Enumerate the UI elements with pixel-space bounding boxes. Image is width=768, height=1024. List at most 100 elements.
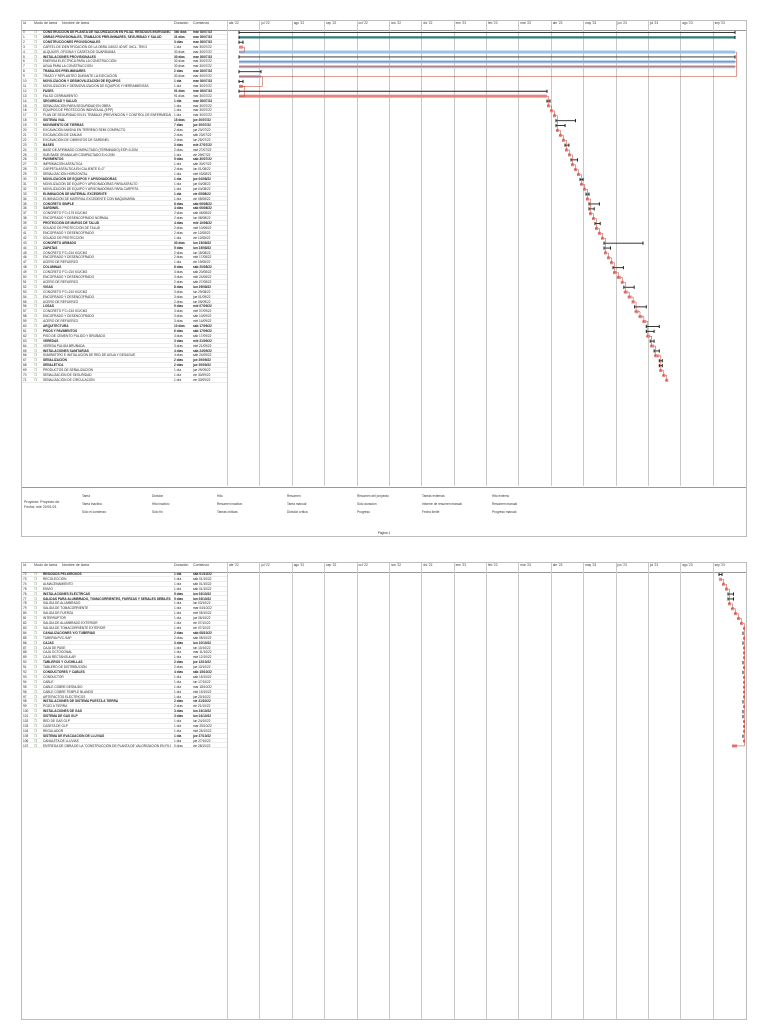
task-row[interactable]: 56 ❐ LOSAS 9 días mié 07/09/22 (22, 304, 227, 310)
task-row[interactable]: 24 ❐ BASE DE AFIRMADO COMPACTADO (TERMINAD… (22, 148, 227, 153)
task-row[interactable]: 14 ❐ SEGURIDAD Y SALUD 1 día mar 30/07/22 (22, 99, 227, 104)
task-row[interactable]: 66 ❐ SUMINISTRO E INSTALACIÓN DE RED DE AG… (22, 353, 227, 359)
header-mode[interactable]: Modo de tarea (34, 21, 58, 25)
task-row[interactable]: 95 ❐ CABLE COBRE DESNUDO 1 día mar 18/10/22 (22, 685, 227, 690)
task-row[interactable]: 32 ❐ MOVILIZACIÓN DE EQUIPO Y APISONADORAS… (22, 187, 227, 192)
task-row[interactable]: 104 ❐ REGULADOR 1 día mié 26/10/22 (22, 729, 227, 734)
task-row[interactable]: 80 ❐ SALIDA DE FUERZA 1 día mié 05/10/22 (22, 611, 227, 617)
task-row[interactable]: 103 ❐ CASETA DE GLP 1 día mar 25/10/22 (22, 724, 227, 729)
task-row[interactable]: 83 ❐ SALIDA DE TOMACORRIENTE EXTERIOR 1 día… (22, 626, 227, 631)
header-start[interactable]: Comienzo (193, 563, 210, 567)
task-row[interactable]: 59 ❐ ACERO DE REFUERZO 3 días mié 14/09/22 (22, 319, 227, 324)
task-row[interactable]: 93 ❐ CONDUCTOR 1 día sáb 15/10/22 (22, 675, 227, 680)
header-id[interactable]: Id (23, 21, 26, 25)
header-mode[interactable]: Modo de tarea (34, 563, 58, 567)
task-row[interactable]: 106 ❐ CANALETA DE LLUVIAS 1 día jue 27/10/22 (22, 739, 227, 744)
task-row[interactable]: 68 ❐ SEÑALÉTICA 2 días jue 29/09/22 (22, 363, 227, 369)
task-row[interactable]: 78 ❐ SALIDA DE ALUMBRADO 1 día lun 03/10/22 (22, 601, 227, 607)
task-row[interactable]: 64 ❐ VEREDA PULIDA BRUÑADA 3 días mié 21/09/… (22, 344, 227, 349)
header-name[interactable]: Nombre de tarea (62, 563, 89, 567)
task-row[interactable]: 34 ❐ ELIMINACIÓN DE MATERIAL EXCEDENTE CON… (22, 197, 227, 202)
task-row[interactable]: 87 ❐ CAJA DE PASE 1 día lun 10/10/22 (22, 646, 227, 651)
task-row[interactable]: 63 ❐ VEREDAS 3 días mié 21/09/22 (22, 339, 227, 344)
task-row[interactable]: 100 ❐ INSTALACIONES DE GAS 3 días lun 24/10/… (22, 709, 227, 715)
task-row[interactable]: 107 ❐ ENTREGA DE OBRA DE LA "CONSTRUCCIÓN … (22, 744, 227, 749)
task-row[interactable]: 51 ❐ ACERO DE REFUERZO 2 días sáb 27/08/22 (22, 280, 227, 285)
task-row[interactable]: 11 ❐ MOVILIZACIÓN Y DESMOVILIZACIÓN DE EQU… (22, 84, 227, 89)
task-row[interactable]: 97 ❐ ARTEFACTOS ELÉCTRICOS 1 día jue 20/10/2… (22, 695, 227, 700)
task-row[interactable]: 69 ❐ PRODUCTOS DE SEÑALIZACIÓN 1 día jue 29/… (22, 368, 227, 373)
task-row[interactable]: 73 ❐ RECOLECCIÓN 1 día sáb 01/10/22 (22, 577, 227, 582)
task-row[interactable]: 23 ❐ BASES 3 días mié 27/07/22 (22, 143, 227, 148)
task-row[interactable]: 10 ❐ MOVILIZACIÓN Y DESMOVILIZACIÓN DE EQU… (22, 79, 227, 84)
task-row[interactable]: 2 ❐ CONSTRUCCIONES PROVISIONALES 3 días mar … (22, 40, 227, 45)
header-duration[interactable]: Duración (174, 21, 189, 25)
task-row[interactable]: 17 ❐ PLAN DE SEGURIDAD EN EL TRABAJO (PREV… (22, 113, 227, 119)
header-duration[interactable]: Duración (174, 563, 189, 567)
task-row[interactable]: 22 ❐ EXCAVACIÓN DE CIMIENTOS DE SARDINEL 2 … (22, 138, 227, 143)
task-row[interactable]: 61 ❐ PISOS Y PAVIMENTOS 6 días sáb 17/09/22 (22, 329, 227, 334)
task-row[interactable]: 29 ❐ SEÑALIZACIÓN HORIZONTAL 1 día mié 03/08… (22, 172, 227, 177)
task-row[interactable]: 55 ❐ ACERO DE REFUERZO 2 días lun 05/09/22 (22, 300, 227, 305)
task-row[interactable]: 16 ❐ EQUIPOS DE PROTECCIÓN INDIVIDUAL (EPP… (22, 108, 227, 114)
task-row[interactable]: 88 ❐ CAJA OCTOGONAL 1 día mar 11/10/22 (22, 650, 227, 656)
task-row[interactable]: 12 ❐ FASES 91 días mar 30/07/22 (22, 89, 227, 94)
task-row[interactable]: 71 ❐ SEÑALIZACIÓN DE CIRCULACIÓN 1 día vie 3… (22, 378, 227, 383)
task-row[interactable]: 20 ❐ EXCAVACIÓN MASIVA EN TERRENO SEMI COM… (22, 128, 227, 133)
task-row[interactable]: 4 ❐ ALQUILER, OFICINA Y CASETA DE GUARDIAN… (22, 50, 227, 55)
task-row[interactable]: 92 ❐ CONDUCTORES Y CABLES 4 días sáb 15/10/2… (22, 670, 227, 675)
header-start[interactable]: Comienzo (193, 21, 210, 25)
task-row[interactable]: 60 ❐ ARQUITECTURA 10 días sáb 17/09/22 (22, 324, 227, 329)
header-id[interactable]: Id (23, 563, 26, 567)
task-row[interactable]: 53 ❐ CONCRETO F'C=210 KG/CM2 3 días lun 29/0… (22, 290, 227, 295)
task-row[interactable]: 86 ❐ CAJAS 3 días lun 10/10/22 (22, 641, 227, 646)
task-row[interactable]: 5 ❐ INSTALACIONES PROVISIONALES 30 días mar … (22, 55, 227, 60)
task-row[interactable]: 50 ❐ ENCOFRADO Y DESENCOFRADO 3 días mié 24/… (22, 275, 227, 280)
task-row[interactable]: 44 ❐ ZAPATAS 5 días lun 15/08/22 (22, 246, 227, 251)
task-row[interactable]: 21 ❐ EXCAVACIÓN DE ZANJAS 2 días sáb 23/07/2… (22, 133, 227, 138)
task-row[interactable]: 54 ❐ ENCOFRADO Y DESENCOFRADO 3 días jue 01/… (22, 295, 227, 300)
task-row[interactable]: 31 ❐ MOVILIZACIÓN DE EQUIPO Y APISONADORAS… (22, 182, 227, 187)
task-row[interactable]: 65 ❐ INSTALACIONES SANITARIAS 4 días sáb 24/… (22, 349, 227, 354)
task-row[interactable]: 27 ❐ IMPRIMACIÓN ASFÁLTICA 1 día sáb 30/07/2… (22, 162, 227, 168)
task-row[interactable]: 26 ❐ PAVIMENTOS 5 días sáb 30/07/22 (22, 157, 227, 163)
task-row[interactable]: 36 ❐ SARDINEL 4 días sáb 06/08/22 (22, 206, 227, 212)
task-row[interactable]: 41 ❐ ENCOFRADO Y DESENCOFRADO 2 días vie 12/… (22, 231, 227, 236)
task-row[interactable]: 90 ❐ TABLEROS Y CUCHILLAS 2 días jue 13/10/2… (22, 660, 227, 666)
task-row[interactable]: 85 ❐ TUBERÍA PVC-SAP 2 días sáb 08/10/22 (22, 636, 227, 641)
task-row[interactable]: 6 ❐ ENERGÍA ELÉCTRICA PARA LA CONSTRUCCIÓN… (22, 59, 227, 65)
task-row[interactable]: 52 ❐ VIGAS 8 días lun 29/08/22 (22, 285, 227, 290)
task-row[interactable]: 70 ❐ SEÑALIZACIÓN DE SEGURIDAD 1 día vie 30/… (22, 373, 227, 378)
task-row[interactable]: 15 ❐ SEÑALIZACIÓN PARA SEGURIDAD EN OBRA 1 … (22, 104, 227, 109)
task-row[interactable]: 58 ❐ ENCOFRADO Y DESENCOFRADO 3 días sáb 10/… (22, 314, 227, 320)
task-row[interactable]: 79 ❐ SALIDA DE TOMACORRIENTE 1 día mar 04/10… (22, 606, 227, 612)
task-row[interactable]: 40 ❐ SOLADO DE PROTECCIÓN DE TALUD 2 días mi… (22, 226, 227, 231)
task-row[interactable]: 39 ❐ PROTECCIÓN DE MUROS DE TALUD 4 días mié… (22, 221, 227, 226)
task-row[interactable]: 37 ❐ CONCRETO F'C=175 KG/CM2 2 días sáb 06/0… (22, 211, 227, 217)
task-row[interactable]: 0 ❐ CONSTRUCCIÓN DE PLANTA DE VALORIZACIÓN… (22, 30, 227, 35)
task-row[interactable]: 8 ❐ TRABAJOS PRELIMINARES 2 días mar 30/07/2… (22, 69, 227, 75)
task-row[interactable]: 77 ❐ SALIDAS PARA ALUMBRADO, TOMACORRIENTE… (22, 597, 227, 602)
task-row[interactable]: 45 ❐ CONCRETO F'C=210 KG/CM2 2 días lun 15/0… (22, 251, 227, 256)
task-row[interactable]: 43 ❐ CONCRETO ARMADO 30 días lun 15/08/22 (22, 241, 227, 246)
task-row[interactable]: 47 ❐ ACERO DE REFUERZO 1 día vie 19/08/22 (22, 260, 227, 266)
task-row[interactable]: 35 ❐ CONCRETO SIMPLE 8 días sáb 06/08/22 (22, 202, 227, 207)
task-row[interactable]: 101 ❐ SISTEMA DE GAS GLP 3 días lun 24/10/22 (22, 714, 227, 719)
task-row[interactable]: 25 ❐ SUB BASE GRANULAR COMPACTADO E=0.20M 1… (22, 153, 227, 158)
task-row[interactable]: 7 ❐ AGUA PARA LA CONSTRUCCIÓN 30 días mar 30… (22, 64, 227, 70)
task-row[interactable]: 46 ❐ ENCOFRADO Y DESENCOFRADO 2 días mié 17/… (22, 255, 227, 261)
task-row[interactable]: 96 ❐ CABLE COBRE TEMPLE BLANDO 1 día mié 19/… (22, 690, 227, 695)
task-row[interactable]: 38 ❐ ENCOFRADO Y DESENCOFRADO NORMAL 2 días… (22, 216, 227, 222)
task-row[interactable]: 76 ❐ INSTALACIONES ELÉCTRICAS 5 días lun 03/… (22, 592, 227, 597)
task-row[interactable]: 105 ❐ SISTEMA DE EVACUACIÓN DE LLUVIAS 1 dí… (22, 734, 227, 739)
task-row[interactable]: 9 ❐ TRAZO Y REPLANTEO DURANTE LA EJECUCIÓN… (22, 74, 227, 79)
task-row[interactable]: 1 ❐ OBRAS PROVISIONALES, TRABAJOS PRELIMIN… (22, 35, 227, 40)
task-row[interactable]: 67 ❐ SEÑALIZACIÓN 2 días jue 29/09/22 (22, 358, 227, 364)
task-row[interactable]: 99 ❐ POZO A TIERRA 2 días vie 21/10/22 (22, 704, 227, 710)
task-row[interactable]: 81 ❐ INTERRUPTOR 1 día jue 06/10/22 (22, 616, 227, 621)
task-row[interactable]: 102 ❐ RED DE GAS GLP 1 día lun 24/10/22 (22, 719, 227, 724)
task-row[interactable]: 28 ❐ CARPETA ASFÁLTICA EN CALIENTE E=2" 2 d… (22, 167, 227, 173)
task-row[interactable]: 33 ❐ ELIMINACIÓN DE MATERIAL EXCEDENTE 1 dí… (22, 192, 227, 197)
task-row[interactable]: 98 ❐ INSTALACIONES DE SISTEMA PUESTA A TIE… (22, 699, 227, 705)
header-name[interactable]: Nombre de tarea (62, 21, 89, 25)
